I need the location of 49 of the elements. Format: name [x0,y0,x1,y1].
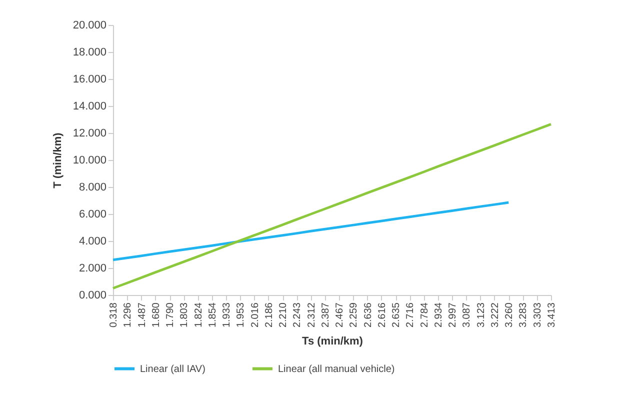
x-tick-label: 1.953 [236,302,247,328]
x-tick-label: 0.318 [108,302,120,328]
legend-label: Linear (all manual vehicle) [278,364,395,375]
line-series [112,122,552,290]
x-tick-label: 2.387 [320,302,332,328]
x-tick-label: 3.087 [462,302,473,328]
x-tick-label: 1.933 [222,302,233,328]
y-tick-label: 18.000 [72,46,106,58]
y-tick-label: 10.000 [72,154,106,166]
legend-label: Linear (all IAV) [140,364,206,375]
x-tick-label: 3.222 [490,302,501,328]
x-tick-label: 1.803 [179,302,190,328]
x-tick-label: 2.934 [433,302,444,328]
y-tick-label: 6.000 [78,208,106,220]
x-tick-label: 3.260 [504,302,516,328]
y-tick-label: 0.000 [78,290,106,302]
x-tick-label: 2.259 [348,302,360,328]
x-tick-label: 1.854 [207,302,218,328]
x-tick-label: 1.296 [122,302,134,328]
x-tick-label: 3.283 [518,302,530,328]
x-tick-label: 2.186 [264,302,275,328]
x-tick-label: 2.716 [405,302,416,328]
y-tick-label: 12.000 [72,128,106,140]
x-tick-label: 1.487 [136,302,148,328]
x-tick-label: 1.824 [193,302,204,328]
x-tick-label: 2.243 [292,302,304,328]
x-tick-label: 3.413 [546,302,558,328]
y-tick-label: 14.000 [72,100,106,112]
x-tick-label: 2.467 [334,302,346,328]
x-axis-title: Ts (min/km) [302,336,364,348]
x-tick-label: 2.210 [278,302,290,328]
y-tick-label: 8.000 [78,182,106,194]
x-tick-label: 2.784 [419,302,430,328]
x-tick-label: 2.997 [448,302,459,328]
x-tick-label: 1.790 [165,302,176,328]
x-tick-label: 3.123 [476,302,487,328]
y-tick-label: 16.000 [72,74,106,86]
x-tick-label: 2.635 [391,302,402,328]
y-axis-title: T (min/km) [52,132,64,188]
y-tick-label: 2.000 [78,262,106,274]
x-tick-label: 2.616 [376,302,388,328]
x-tick-label: 2.016 [250,302,261,328]
line-series [112,201,510,262]
y-tick-label: 4.000 [78,236,106,248]
x-tick-label: 3.303 [532,302,544,328]
x-tick-label: 2.636 [362,302,374,328]
y-tick-label: 20.000 [72,20,106,32]
x-tick-label: 2.312 [306,302,318,328]
x-tick-label: 1.680 [150,302,162,328]
